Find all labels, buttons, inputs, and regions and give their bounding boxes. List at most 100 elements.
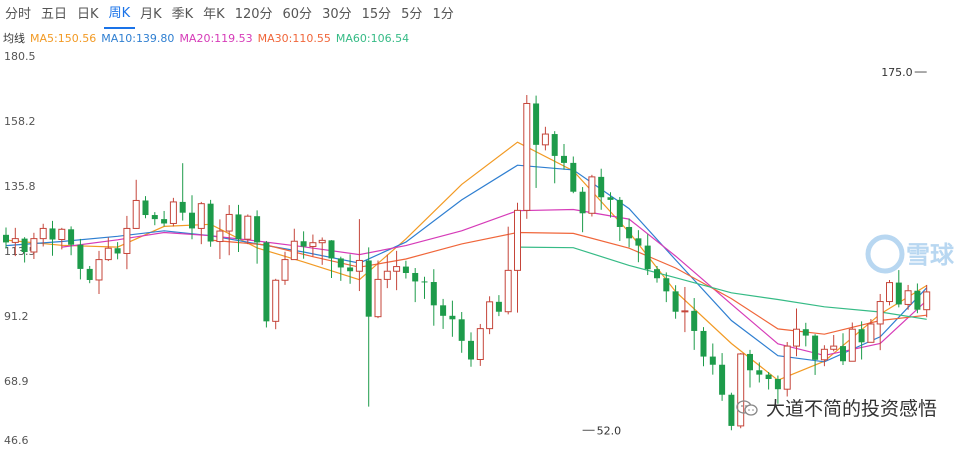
candle: [468, 332, 474, 367]
candle-body: [11, 238, 19, 243]
candle-body: [672, 291, 679, 312]
candle-body: [728, 394, 735, 426]
tab-9[interactable]: 30分: [322, 7, 352, 22]
candle-body: [551, 134, 558, 156]
candle: [840, 333, 846, 366]
candle-body: [812, 335, 819, 360]
candle-body: [468, 340, 474, 360]
candle-body: [616, 199, 623, 227]
candle: [607, 192, 614, 218]
watermark-logo-icon: [865, 234, 905, 274]
candle: [244, 214, 252, 245]
candle-body: [132, 199, 140, 229]
candle: [337, 256, 344, 281]
tab-7[interactable]: 120分: [234, 7, 273, 22]
candle: [374, 260, 382, 319]
candle-body: [21, 238, 28, 253]
candle-body: [476, 328, 484, 360]
candle: [449, 300, 456, 337]
high-marker-label: 175.0: [881, 66, 913, 79]
candle-body: [886, 282, 893, 303]
candle: [132, 179, 140, 230]
candle-body: [588, 176, 596, 214]
candle-body: [179, 201, 186, 213]
candle: [533, 95, 540, 188]
candle: [216, 219, 224, 260]
candle-body: [774, 379, 781, 390]
candle-body: [820, 348, 828, 361]
candle: [300, 231, 307, 259]
candle-body: [374, 278, 382, 318]
candle: [318, 237, 326, 265]
candle-body: [95, 259, 103, 281]
candle: [104, 237, 112, 262]
tab-8[interactable]: 60分: [282, 7, 313, 22]
candle: [681, 286, 689, 333]
candle-body: [579, 191, 586, 214]
candle-body: [355, 259, 363, 272]
candle-body: [541, 133, 549, 146]
tab-10[interactable]: 15分: [361, 7, 392, 22]
candle: [263, 240, 270, 328]
candle: [737, 353, 745, 429]
candle: [783, 342, 791, 397]
tab-2[interactable]: 日K: [77, 7, 99, 22]
candle: [700, 327, 707, 367]
candle-body: [858, 329, 865, 343]
y-tick-label: 135.8: [4, 180, 36, 193]
candle: [161, 210, 168, 227]
candle-body: [272, 279, 280, 322]
low-marker-label: 52.0: [597, 424, 622, 437]
candle-body: [895, 282, 902, 305]
tab-3[interactable]: 周K: [103, 1, 136, 29]
candle-body: [142, 200, 149, 216]
candle-body: [3, 234, 9, 243]
candle-body: [281, 259, 289, 281]
y-tick-label: 180.5: [4, 50, 36, 63]
candle-body: [691, 310, 698, 331]
candle: [95, 250, 103, 294]
candle: [616, 196, 623, 241]
candle-body: [867, 323, 875, 343]
tab-1[interactable]: 五日: [41, 7, 68, 22]
tab-11[interactable]: 5分: [401, 7, 423, 22]
watermark-author: 大道不简的投资感悟: [736, 394, 937, 421]
watermark-logo: 雪球: [865, 234, 955, 274]
candle-body: [514, 209, 521, 271]
candle: [867, 319, 875, 343]
candle-body: [840, 346, 846, 362]
candle: [169, 197, 177, 227]
candle: [812, 334, 819, 375]
candle: [179, 163, 186, 221]
tab-12[interactable]: 1分: [432, 7, 454, 22]
candle: [895, 270, 902, 308]
tab-0[interactable]: 分时: [5, 7, 32, 22]
y-tick-label: 46.6: [4, 434, 29, 447]
tab-5[interactable]: 季K: [171, 7, 194, 22]
ma-legend-item-1: MA10:139.80: [101, 31, 175, 45]
candle-body: [830, 345, 838, 350]
candle: [756, 362, 763, 383]
candle: [309, 234, 317, 257]
tab-6[interactable]: 年K: [203, 7, 225, 22]
watermark-logo-text: 雪球: [906, 241, 955, 269]
candle: [486, 296, 494, 335]
candle-body: [244, 215, 252, 240]
candle-body: [914, 290, 921, 310]
candle-body: [700, 330, 707, 357]
y-tick-label: 158.2: [4, 115, 36, 128]
candle: [663, 272, 670, 303]
candle-body: [486, 301, 494, 330]
candle-body: [123, 227, 131, 254]
candle-body: [393, 266, 401, 272]
tab-4[interactable]: 月K: [140, 7, 162, 22]
candle-body: [30, 238, 38, 253]
candle: [440, 298, 447, 329]
y-tick-label: 113.5: [4, 245, 36, 258]
candle: [914, 283, 921, 314]
candle: [151, 212, 158, 226]
candle-body: [189, 212, 195, 229]
candle: [412, 268, 419, 303]
candle: [272, 278, 280, 330]
ma-legend-item-2: MA20:119.53: [179, 31, 253, 45]
